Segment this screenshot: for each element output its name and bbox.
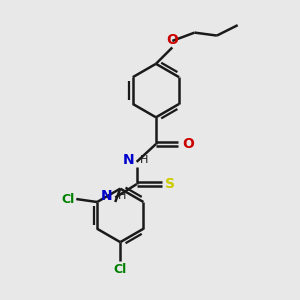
Text: Cl: Cl	[114, 263, 127, 276]
Text: H: H	[118, 191, 127, 201]
Text: H: H	[140, 155, 148, 165]
Text: N: N	[101, 189, 113, 203]
Text: S: S	[166, 177, 176, 191]
Text: Cl: Cl	[61, 193, 75, 206]
Text: O: O	[167, 33, 178, 47]
Text: O: O	[182, 137, 194, 151]
Text: N: N	[123, 153, 134, 167]
